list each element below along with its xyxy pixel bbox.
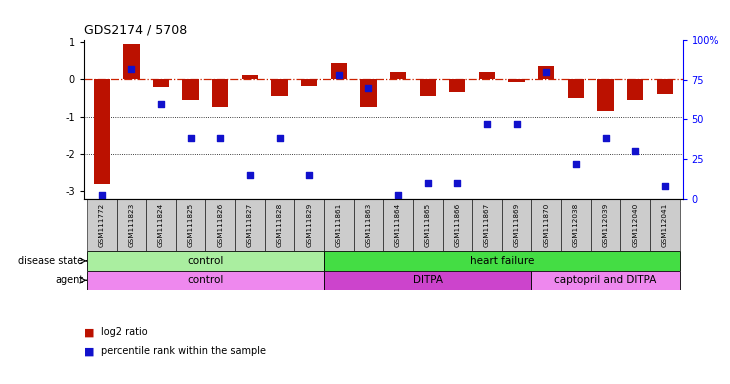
Text: heart failure: heart failure xyxy=(469,256,534,266)
Point xyxy=(96,192,107,199)
Bar xyxy=(449,79,466,93)
Text: GSM111828: GSM111828 xyxy=(277,203,283,247)
Point xyxy=(422,180,434,186)
Text: GSM111865: GSM111865 xyxy=(425,203,431,247)
Text: GSM111861: GSM111861 xyxy=(336,203,342,247)
Bar xyxy=(324,199,353,251)
Point xyxy=(304,172,315,178)
Text: GSM112039: GSM112039 xyxy=(602,203,609,247)
Bar xyxy=(331,63,347,79)
Text: GSM111869: GSM111869 xyxy=(514,203,520,247)
Bar xyxy=(561,199,591,251)
Text: GSM112038: GSM112038 xyxy=(573,203,579,247)
Text: GDS2174 / 5708: GDS2174 / 5708 xyxy=(84,23,187,36)
Bar xyxy=(502,199,531,251)
Bar xyxy=(597,79,614,111)
Bar xyxy=(87,271,324,290)
Text: GSM111825: GSM111825 xyxy=(188,203,193,247)
Bar xyxy=(123,44,139,79)
Point xyxy=(629,148,641,154)
Text: GSM111870: GSM111870 xyxy=(543,203,549,247)
Point xyxy=(363,85,374,91)
Text: DITPA: DITPA xyxy=(412,275,442,285)
Point xyxy=(511,121,523,127)
Point xyxy=(126,66,137,72)
Bar xyxy=(265,199,294,251)
Text: control: control xyxy=(188,275,223,285)
Bar xyxy=(390,72,406,79)
Bar xyxy=(531,271,680,290)
Bar xyxy=(301,79,318,86)
Text: percentile rank within the sample: percentile rank within the sample xyxy=(101,346,266,356)
Bar xyxy=(656,79,673,94)
Point xyxy=(274,135,285,141)
Point xyxy=(333,72,345,78)
Point xyxy=(570,161,582,167)
Point xyxy=(392,192,404,199)
Text: ■: ■ xyxy=(84,327,94,337)
Text: GSM112040: GSM112040 xyxy=(632,203,638,247)
Bar xyxy=(620,199,650,251)
Bar xyxy=(383,199,413,251)
Text: GSM111827: GSM111827 xyxy=(247,203,253,247)
Bar xyxy=(93,79,110,184)
Bar xyxy=(294,199,324,251)
Text: GSM111866: GSM111866 xyxy=(454,203,461,247)
Bar xyxy=(324,251,680,271)
Bar xyxy=(242,75,258,79)
Bar xyxy=(479,72,495,79)
Bar xyxy=(87,251,324,271)
Bar xyxy=(146,199,176,251)
Text: ■: ■ xyxy=(84,346,94,356)
Text: GSM111867: GSM111867 xyxy=(484,203,490,247)
Bar xyxy=(538,66,554,79)
Bar xyxy=(413,199,442,251)
Point xyxy=(244,172,256,178)
Bar xyxy=(235,199,265,251)
Text: log2 ratio: log2 ratio xyxy=(101,327,147,337)
Text: GSM111863: GSM111863 xyxy=(366,203,372,247)
Text: GSM111824: GSM111824 xyxy=(158,203,164,247)
Text: agent: agent xyxy=(55,275,83,285)
Text: GSM111864: GSM111864 xyxy=(395,203,401,247)
Point xyxy=(215,135,226,141)
Point xyxy=(599,135,611,141)
Point xyxy=(185,135,196,141)
Bar xyxy=(472,199,502,251)
Bar xyxy=(650,199,680,251)
Text: GSM111823: GSM111823 xyxy=(128,203,134,247)
Point xyxy=(451,180,463,186)
Bar xyxy=(205,199,235,251)
Text: control: control xyxy=(188,256,223,266)
Bar xyxy=(420,79,436,96)
Bar xyxy=(591,199,620,251)
Bar xyxy=(627,79,643,100)
Bar xyxy=(324,271,531,290)
Bar xyxy=(531,199,561,251)
Bar xyxy=(442,199,472,251)
Bar xyxy=(212,79,228,107)
Bar xyxy=(182,79,199,100)
Bar xyxy=(509,79,525,83)
Bar xyxy=(272,79,288,96)
Point xyxy=(540,69,552,75)
Point xyxy=(659,183,671,189)
Point xyxy=(155,101,167,107)
Text: captopril and DITPA: captopril and DITPA xyxy=(554,275,657,285)
Text: GSM111826: GSM111826 xyxy=(218,203,223,247)
Bar xyxy=(117,199,146,251)
Point xyxy=(481,121,493,127)
Bar xyxy=(176,199,205,251)
Bar xyxy=(153,79,169,87)
Bar xyxy=(568,79,584,98)
Text: GSM111772: GSM111772 xyxy=(99,203,104,247)
Text: GSM112041: GSM112041 xyxy=(662,203,668,247)
Text: GSM111829: GSM111829 xyxy=(306,203,312,247)
Text: disease state: disease state xyxy=(18,256,83,266)
Bar xyxy=(87,199,117,251)
Bar xyxy=(361,79,377,107)
Bar xyxy=(353,199,383,251)
